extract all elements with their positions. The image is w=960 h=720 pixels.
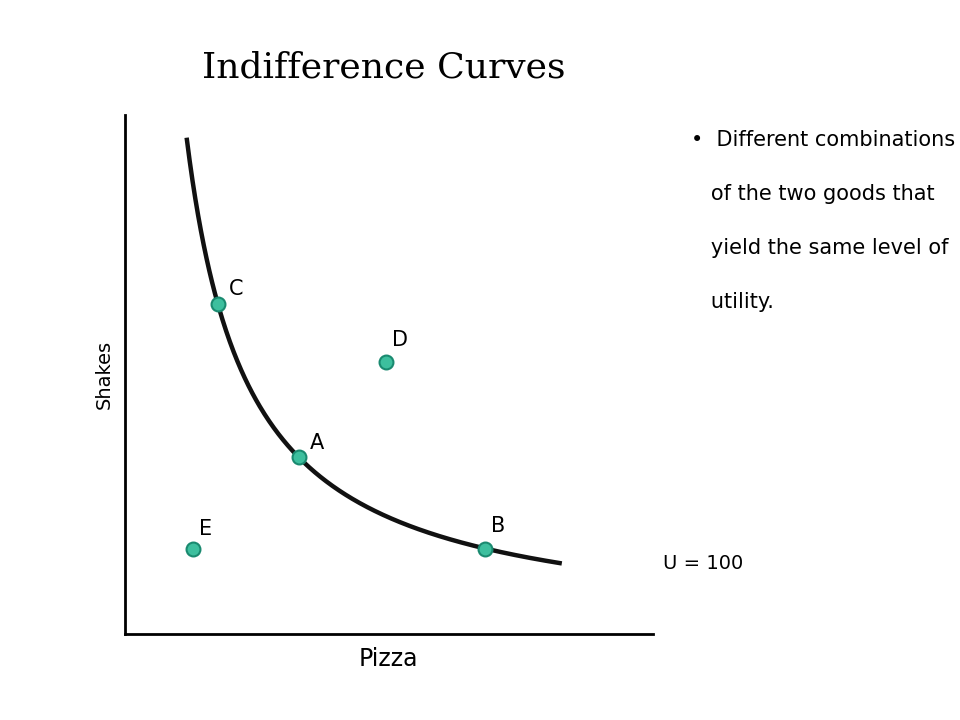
- Y-axis label: Shakes: Shakes: [95, 340, 113, 409]
- Text: of the two goods that: of the two goods that: [691, 184, 935, 204]
- Text: utility.: utility.: [691, 292, 774, 312]
- Text: yield the same level of: yield the same level of: [691, 238, 948, 258]
- Point: [477, 543, 492, 554]
- Text: E: E: [200, 519, 212, 539]
- Text: Indifference Curves: Indifference Curves: [203, 50, 565, 84]
- Point: [378, 356, 394, 368]
- Text: U = 100: U = 100: [663, 554, 744, 572]
- Text: •  Different combinations: • Different combinations: [691, 130, 955, 150]
- Text: D: D: [392, 330, 408, 350]
- Text: A: A: [310, 433, 324, 454]
- Point: [210, 299, 226, 310]
- Text: C: C: [229, 279, 244, 300]
- Text: B: B: [492, 516, 506, 536]
- Point: [185, 543, 201, 554]
- Point: [291, 451, 306, 463]
- X-axis label: Pizza: Pizza: [359, 647, 419, 672]
